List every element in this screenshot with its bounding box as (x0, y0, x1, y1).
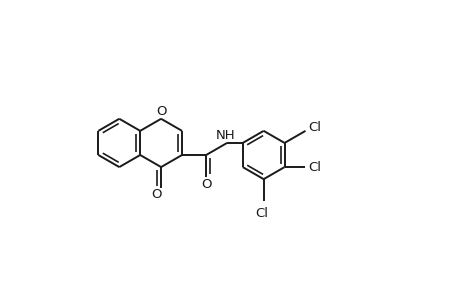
Text: Cl: Cl (255, 207, 268, 220)
Text: O: O (201, 178, 211, 190)
Text: NH: NH (215, 129, 235, 142)
Text: O: O (156, 105, 166, 118)
Text: O: O (151, 188, 162, 201)
Text: Cl: Cl (308, 122, 321, 134)
Text: Cl: Cl (308, 160, 321, 174)
